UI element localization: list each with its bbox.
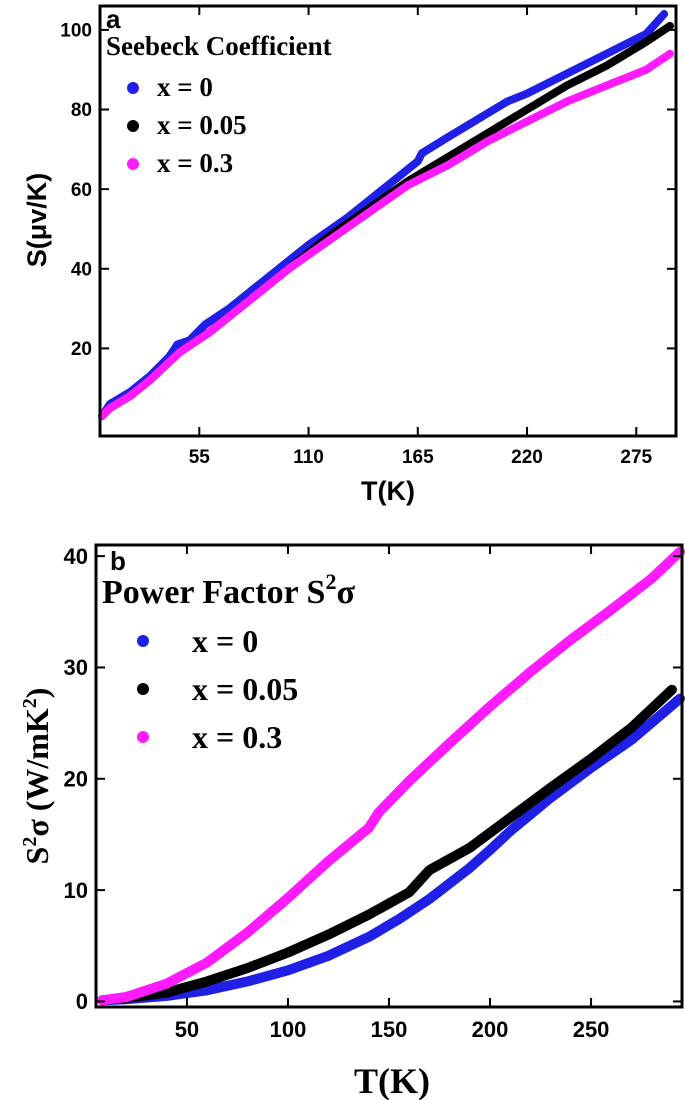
legend-marker-x03 — [127, 158, 139, 170]
panel-a-y-axis-title: S(μv/K) — [22, 173, 52, 268]
panel-b-series-line-2 — [97, 546, 685, 1006]
panel-a-x-tick-label-0: 55 — [189, 447, 211, 468]
panel-a-ticks: 55 110 165 220 275 20 40 60 80 100 — [60, 6, 676, 468]
panel-b-ylabel-tail: σ (W/mK — [19, 708, 55, 837]
panel-b-y-tick-label-3: 30 — [64, 655, 88, 680]
panel-b-title-tail: σ — [336, 574, 355, 611]
panel-a-y-tick-label-4: 100 — [60, 21, 92, 42]
panel-a-x-tick-label-1: 110 — [293, 447, 324, 468]
legend-marker-x0 — [127, 82, 139, 94]
legend-label-x0: x = 0 — [157, 72, 213, 102]
panel-b-ylabel-main: S — [19, 847, 55, 865]
legend-label-b-x005: x = 0.05 — [192, 671, 298, 707]
legend-marker-x005 — [127, 120, 139, 132]
panel-a-letter: a — [106, 4, 121, 34]
panel-a-x-tick-label-3: 220 — [511, 447, 543, 468]
panel-b-power-factor-chart: 50 100 150 200 250 0 10 20 30 40 b Power Factor S… — [19, 543, 685, 1100]
panel-b-ylabel-end: ) — [19, 688, 55, 699]
panel-b-x-tick-label-1: 100 — [270, 1017, 307, 1042]
panel-a-legend: x = 0 x = 0.05 x = 0.3 — [127, 72, 247, 178]
panel-a-y-tick-label-1: 40 — [71, 259, 92, 280]
legend-label-b-x03: x = 0.3 — [192, 719, 282, 755]
panel-b-legend: x = 0 x = 0.05 x = 0.3 — [137, 623, 298, 755]
panel-b-x-tick-label-2: 150 — [371, 1017, 408, 1042]
panel-b-y-tick-label-1: 10 — [64, 878, 88, 903]
panel-a-x-tick-label-2: 165 — [402, 447, 434, 468]
panel-b-title-main: Power Factor S — [102, 574, 325, 611]
panel-b-y-tick-label-4: 40 — [64, 544, 88, 569]
panel-a-y-tick-label-2: 60 — [71, 180, 92, 201]
panel-a-title: Seebeck Coefficient — [106, 31, 332, 61]
panel-b-x-tick-label-3: 200 — [472, 1017, 509, 1042]
panel-b-series-line-1 — [97, 684, 677, 1006]
panel-b-y-axis-title: S2σ (W/mK2) — [19, 688, 55, 865]
panel-b-plot-frame — [94, 543, 684, 1009]
panel-b-title-sup: 2 — [325, 569, 336, 594]
panel-a-x-tick-label-4: 275 — [620, 447, 652, 468]
panel-b-y-tick-label-0: 0 — [76, 989, 88, 1014]
panel-b-title: Power Factor S2σ — [102, 569, 355, 611]
legend-marker-b-x005 — [137, 683, 149, 695]
legend-marker-b-x0 — [137, 635, 149, 647]
panel-b-series-group — [97, 546, 685, 1006]
panel-a-x-axis-title: T(K) — [361, 476, 415, 506]
legend-label-x03: x = 0.3 — [157, 148, 233, 178]
panel-a-y-tick-label-0: 20 — [71, 339, 92, 360]
panel-a-y-tick-label-3: 80 — [71, 100, 92, 121]
panel-a-series-group — [98, 10, 674, 421]
panel-b-y-tick-label-2: 20 — [64, 766, 88, 791]
legend-marker-b-x03 — [137, 731, 149, 743]
panel-b-ylabel-sup: 2 — [19, 837, 41, 847]
panel-b-letter: b — [110, 546, 126, 576]
panel-b-x-tick-label-0: 50 — [175, 1017, 199, 1042]
panel-b-series-line-0 — [97, 693, 685, 1006]
panel-b-x-axis-title: T(K) — [354, 1061, 430, 1100]
panel-a-seebeck-chart: 55 110 165 220 275 20 40 60 80 100 a Seebeck Coef… — [22, 4, 678, 506]
legend-label-x005: x = 0.05 — [157, 110, 247, 140]
panel-a-plot-frame — [98, 4, 678, 438]
legend-label-b-x0: x = 0 — [192, 623, 258, 659]
panel-b-x-tick-label-4: 250 — [573, 1017, 610, 1042]
panel-b-ylabel-sup2: 2 — [19, 698, 41, 708]
panel-b-ticks: 50 100 150 200 250 0 10 20 30 40 — [64, 544, 682, 1042]
panel-a-series-line-2 — [98, 49, 674, 421]
